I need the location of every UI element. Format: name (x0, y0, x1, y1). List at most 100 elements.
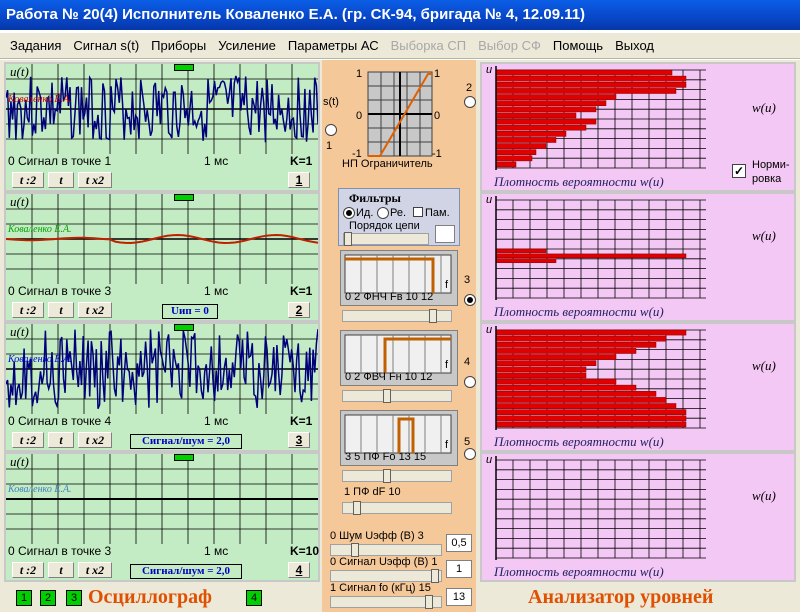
oscillograph-1: u(t) Коваленко Е.А. 0 Сигнал в точке 1 1… (4, 62, 320, 192)
osc-gain: K=10 (290, 544, 320, 558)
channel-button-3[interactable]: 3 (66, 590, 82, 606)
pdf-caption: Плотность вероятности w(u) (494, 434, 664, 449)
menu-item-2[interactable]: Сигнал s(t) (73, 38, 140, 53)
pdf-bar (495, 391, 657, 397)
point-1-radio[interactable] (325, 124, 337, 136)
pdf-bar (495, 253, 687, 259)
channel-button-2[interactable]: 2 (40, 590, 56, 606)
lim-tick-bottom: -1 (352, 148, 362, 160)
order-slider[interactable] (343, 232, 429, 246)
osc-signature: Коваленко Е.А. (8, 224, 72, 235)
menu-item-5[interactable]: Параметры АС (287, 38, 379, 53)
time-mul2-button[interactable]: t x2 (78, 432, 112, 448)
menu-item-8[interactable]: Помощь (552, 38, 604, 53)
pdf-caption: Плотность вероятности w(u) (494, 174, 664, 189)
pdf-bar (495, 149, 537, 155)
time-reset-button[interactable]: t (48, 432, 74, 448)
filter-real-label: Ре. (390, 207, 407, 219)
filter-ideal-label: Ид. (356, 207, 374, 219)
signal-value[interactable]: 1 (446, 560, 472, 578)
freq-value[interactable]: 13 (446, 588, 472, 606)
pdf-bar (495, 161, 517, 168)
filter-ideal-radio[interactable] (343, 207, 355, 219)
menu-item-4[interactable]: Усиление (218, 38, 276, 53)
osc-ylabel: u(t) (10, 454, 29, 469)
pdf-bar (495, 143, 547, 149)
menu-item-7: Выбор СФ (478, 38, 541, 53)
bpf-graph: f 3 5 ПФ Fо 13 15 (340, 410, 458, 466)
pdf-panel-2: u w(u) Плотность вероятности w(u) (480, 192, 796, 322)
time-div2-button[interactable]: t :2 (12, 562, 44, 578)
hpf-label: 0 2 ФВЧ Fн 10 12 (345, 371, 433, 383)
point-2-label: 2 (466, 82, 473, 94)
filter-real-radio[interactable] (377, 207, 389, 219)
oscillograph-4: u(t) Коваленко Е.А. 0 Сигнал в точке 3 1… (4, 452, 320, 582)
pdf-ulabel: u (486, 454, 493, 466)
osc-controls: 0 Сигнал в точке 3 1 мс K=1 t :2 t t x2 … (6, 284, 318, 320)
osc-controls: 0 Сигнал в точке 3 1 мс K=10 t :2 t t x2… (6, 544, 320, 580)
osc-controls: 0 Сигнал в точке 4 1 мс K=1 t :2 t t x2 … (6, 414, 318, 450)
osc-channel-button[interactable]: 2 (288, 302, 310, 318)
point-2-radio[interactable] (464, 96, 476, 108)
oscillograph-3: u(t) Коваленко Е.А. 0 Сигнал в точке 4 1… (4, 322, 320, 452)
window-title: Работа № 20(4) Исполнитель Коваленко Е.А… (0, 0, 800, 30)
menu-item-1[interactable]: Задания (10, 38, 62, 53)
time-reset-button[interactable]: t (48, 302, 74, 318)
normalize-checkbox[interactable]: ✓ (732, 164, 746, 178)
filter-memory-checkbox[interactable] (413, 207, 423, 217)
pdf-wlabel: w(u) (752, 358, 776, 373)
noise-slider[interactable] (330, 543, 442, 557)
osc-ylabel: u(t) (10, 324, 29, 339)
point-4-radio[interactable] (464, 376, 476, 388)
pdf-panel-1: u w(u) Плотность вероятности w(u) (480, 62, 796, 192)
pdf-bar (495, 348, 637, 354)
time-mul2-button[interactable]: t x2 (78, 562, 112, 578)
bpf-df-slider[interactable] (342, 501, 452, 515)
osc-channel-button[interactable]: 1 (288, 172, 310, 188)
pdf-bar (495, 100, 607, 106)
time-reset-button[interactable]: t (48, 562, 74, 578)
pdf-bar (495, 366, 587, 373)
point-3-radio[interactable] (464, 294, 476, 306)
time-div2-button[interactable]: t :2 (12, 432, 44, 448)
menu-item-9[interactable]: Выход (615, 38, 654, 53)
pdf-bar (495, 106, 597, 113)
signal-slider[interactable] (330, 569, 442, 583)
osc-plot: u(t) Коваленко Е.А. (6, 194, 318, 284)
osc-indicator (174, 64, 194, 71)
menu-item-3[interactable]: Приборы (151, 38, 207, 53)
pdf-panel-3: u w(u) Плотность вероятности w(u) (480, 322, 796, 452)
channel-button-4[interactable]: 4 (246, 590, 262, 606)
pdf-bar (495, 88, 677, 94)
osc-caption: 0 Сигнал в точке 1 (8, 154, 112, 168)
point-5-radio[interactable] (464, 448, 476, 460)
pdf-bar (495, 403, 677, 409)
time-div2-button[interactable]: t :2 (12, 302, 44, 318)
noise-value[interactable]: 0,5 (446, 534, 472, 552)
time-mul2-button[interactable]: t x2 (78, 302, 112, 318)
pdf-ulabel: u (486, 64, 493, 76)
osc-channel-button[interactable]: 3 (288, 432, 310, 448)
osc-signature: Коваленко Е.А. (8, 484, 72, 495)
hpf-slider[interactable] (342, 389, 452, 403)
order-value[interactable] (435, 225, 455, 243)
time-reset-button[interactable]: t (48, 172, 74, 188)
signal-trace (6, 75, 318, 143)
filters-panel: Фильтры Ид. Ре. Пам. Порядок цепи (338, 188, 460, 246)
menu-item-6: Выборка СП (390, 38, 467, 53)
pdf-bar (495, 409, 687, 415)
freq-slider[interactable] (330, 595, 442, 609)
bpf-slider[interactable] (342, 469, 452, 483)
channel-button-1[interactable]: 1 (16, 590, 32, 606)
osc-channel-button[interactable]: 4 (288, 562, 310, 578)
time-div2-button[interactable]: t :2 (12, 172, 44, 188)
time-mul2-button[interactable]: t x2 (78, 172, 112, 188)
osc-caption: 0 Сигнал в точке 3 (8, 544, 112, 558)
pdf-bar (495, 75, 687, 82)
pdf-bar (495, 112, 577, 119)
limiter-panel[interactable]: 1 1 0 0 -1 -1 НП Ограничитель (340, 66, 462, 172)
pdf-panel-4: u w(u) Плотность вероятности w(u) (480, 452, 796, 582)
osc-indicator (174, 324, 194, 331)
pdf-bar (495, 82, 687, 88)
lpf-slider[interactable] (342, 309, 452, 323)
